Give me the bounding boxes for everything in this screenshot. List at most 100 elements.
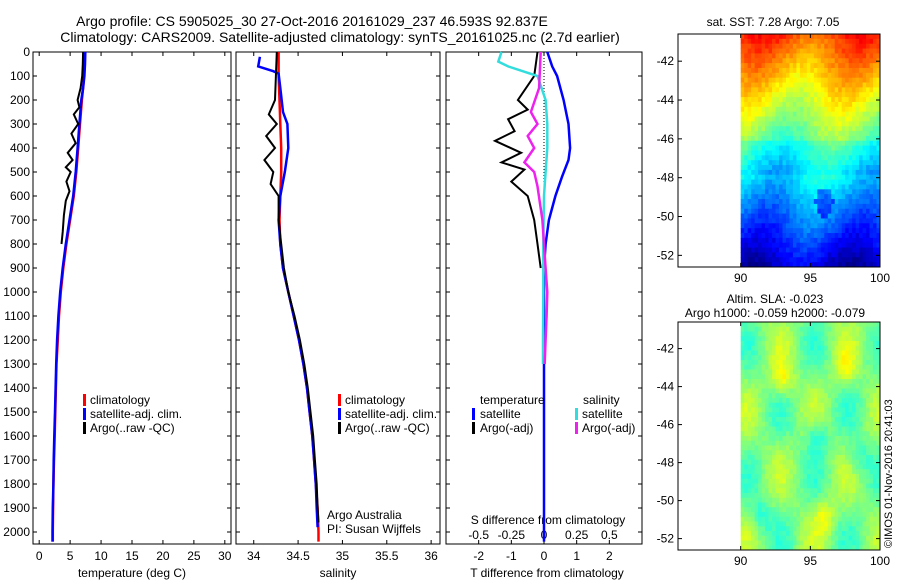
map-cell	[831, 440, 836, 446]
map-cell	[740, 507, 745, 513]
map-cell	[775, 237, 780, 244]
map-cell	[855, 493, 860, 499]
map-cell	[810, 223, 815, 229]
map-cell	[751, 169, 756, 176]
map-cell	[772, 165, 776, 171]
map-cell	[782, 155, 787, 161]
map-cell	[792, 535, 797, 541]
map-cell	[789, 58, 794, 64]
map-cell	[831, 450, 836, 456]
map-cell	[817, 393, 822, 399]
map-cell	[862, 131, 867, 137]
map-cell	[866, 469, 870, 475]
map-cell	[859, 497, 863, 503]
map-cell	[855, 341, 860, 347]
map-cell	[876, 402, 881, 408]
map-cell	[789, 497, 794, 503]
map-cell	[876, 331, 881, 337]
map-cell	[855, 150, 860, 156]
map-cell	[747, 493, 752, 499]
map-cell	[785, 242, 790, 248]
map-cell	[827, 445, 832, 451]
map-cell	[869, 121, 874, 127]
map-cell	[799, 135, 804, 142]
map-cell	[799, 526, 804, 532]
map-cell	[744, 228, 749, 234]
map-cell	[824, 526, 829, 532]
map-cell	[799, 38, 804, 45]
map-cell	[824, 179, 829, 185]
map-cell	[775, 165, 780, 171]
map-cell	[796, 145, 801, 151]
map-cell	[852, 101, 857, 108]
map-cell	[834, 431, 839, 437]
map-cell	[758, 111, 762, 117]
map-cell	[772, 455, 776, 461]
map-cell	[744, 257, 749, 263]
map-cell	[796, 355, 801, 361]
map-cell	[838, 374, 843, 380]
map-cell	[855, 135, 860, 142]
map-cell	[876, 417, 881, 423]
map-cell	[775, 160, 780, 166]
map-cell	[789, 341, 794, 347]
map-cell	[779, 72, 783, 79]
map-cell	[799, 257, 804, 263]
map-cell	[810, 369, 815, 375]
map-cell	[792, 58, 797, 64]
map-cell	[855, 345, 860, 351]
map-cell	[862, 184, 867, 190]
map-cell	[831, 374, 836, 380]
map-cell	[740, 184, 745, 190]
map-cell	[817, 459, 822, 465]
map-cell	[845, 72, 850, 79]
map-cell	[782, 507, 787, 513]
map-cell	[782, 97, 787, 103]
map-cell	[806, 474, 811, 480]
map-cell	[803, 203, 808, 210]
map-cell	[862, 345, 867, 351]
map-cell	[789, 526, 794, 532]
map-cell	[803, 350, 808, 356]
map-cell	[789, 72, 794, 79]
map-cell	[758, 247, 762, 253]
map-cell	[834, 67, 839, 74]
map-cell	[855, 388, 860, 394]
map-cell	[824, 355, 829, 361]
map-cell	[779, 101, 783, 108]
map-cell	[761, 126, 766, 132]
map-cell	[785, 262, 790, 268]
map-cell	[810, 77, 815, 83]
map-cell	[817, 521, 822, 527]
map-cell	[855, 502, 860, 508]
map-cell	[761, 252, 766, 258]
map-cell	[747, 213, 752, 219]
map-cell	[751, 213, 756, 219]
map-cell	[761, 223, 766, 229]
map-cell	[796, 478, 801, 484]
map-cell	[845, 106, 850, 113]
map-cell	[831, 150, 836, 156]
map-cell	[785, 488, 790, 494]
legend-argo: Argo(..raw -QC)	[90, 421, 175, 435]
map-cell	[768, 92, 773, 98]
map-cell	[862, 121, 867, 127]
map-cell	[866, 393, 870, 399]
map-cell	[765, 440, 769, 446]
map-cell	[848, 48, 853, 54]
map-cell	[785, 140, 790, 147]
map-cell	[813, 445, 818, 451]
map-cell	[862, 402, 867, 408]
map-cell	[873, 431, 877, 437]
map-cell	[873, 63, 877, 69]
map-cell	[785, 374, 790, 380]
map-cell	[831, 203, 836, 210]
map-cell	[852, 393, 857, 399]
map-cell	[810, 131, 815, 137]
map-cell	[810, 383, 815, 389]
map-cell	[831, 213, 836, 219]
map-cell	[751, 257, 756, 263]
map-cell	[848, 72, 853, 79]
map-cell	[813, 174, 818, 181]
map-cell	[841, 199, 846, 205]
